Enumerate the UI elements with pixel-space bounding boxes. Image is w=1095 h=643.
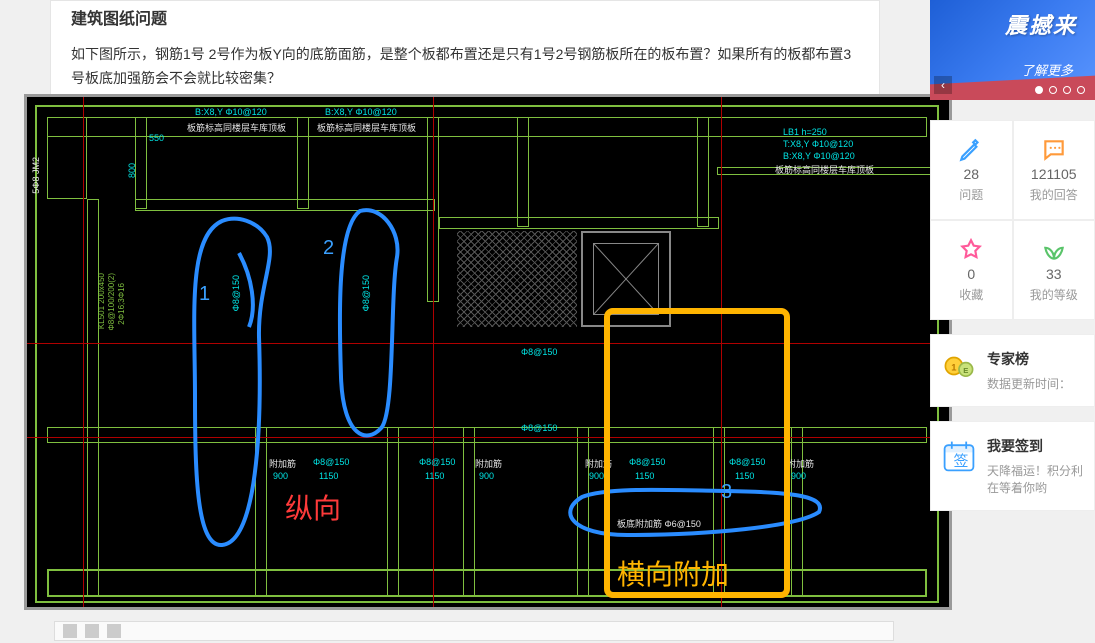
banner-dot[interactable] bbox=[1077, 86, 1085, 94]
sidebar: 震撼来 了解更多 ‹ 28 问题 121105 我的回答 bbox=[930, 0, 1095, 511]
stat-favorites[interactable]: 0 收藏 bbox=[930, 220, 1013, 320]
chat-icon bbox=[1040, 138, 1068, 162]
leaf-icon bbox=[1040, 238, 1068, 262]
stat-level[interactable]: 33 我的等级 bbox=[1013, 220, 1095, 320]
star-icon bbox=[957, 238, 985, 262]
panel-sub: 数据更新时间： bbox=[987, 375, 1071, 392]
banner-dot[interactable] bbox=[1049, 86, 1057, 94]
stat-questions[interactable]: 28 问题 bbox=[930, 120, 1013, 220]
annotation-number: 3 bbox=[721, 481, 732, 504]
annotation-number: 1 bbox=[199, 283, 210, 306]
calendar-char: 签 bbox=[941, 450, 981, 471]
stat-value: 121105 bbox=[1031, 166, 1077, 182]
panel-title: 专家榜 bbox=[987, 349, 1071, 369]
toolbar-icon[interactable] bbox=[85, 624, 99, 638]
question-title: 建筑图纸问题 bbox=[71, 1, 859, 29]
medal-icon: 1 E bbox=[941, 349, 977, 383]
panel-sub: 天降福运！积分利在等着你哟 bbox=[987, 462, 1084, 496]
stat-value: 33 bbox=[1046, 266, 1062, 282]
panel-title: 我要签到 bbox=[987, 436, 1084, 456]
stat-label: 问题 bbox=[959, 186, 983, 203]
stat-grid: 28 问题 121105 我的回答 0 收藏 33 我的等级 bbox=[930, 120, 1095, 320]
annotation-overlay bbox=[27, 97, 949, 607]
blueprint-drawing: B:X8,Y Φ10@120 板筋标高同楼层车库顶板 B:X8,Y Φ10@12… bbox=[24, 94, 952, 610]
stat-label: 我的等级 bbox=[1030, 286, 1078, 303]
banner-dot[interactable] bbox=[1063, 86, 1071, 94]
stat-value: 28 bbox=[963, 166, 979, 182]
signin-panel[interactable]: 签 我要签到 天降福运！积分利在等着你哟 bbox=[930, 421, 1095, 511]
stat-label: 收藏 bbox=[959, 286, 983, 303]
banner-headline: 震撼来 bbox=[1005, 8, 1077, 40]
main-column: 建筑图纸问题 如下图所示，钢筋1号 2号作为板Y向的底筋面筋，是整个板都布置还是… bbox=[0, 0, 930, 107]
toolbar-icon[interactable] bbox=[63, 624, 77, 638]
stat-label: 我的回答 bbox=[1030, 186, 1078, 203]
stat-value: 0 bbox=[967, 266, 975, 282]
banner-dots[interactable] bbox=[1035, 86, 1085, 94]
editor-toolbar[interactable] bbox=[54, 621, 894, 641]
question-description: 如下图所示，钢筋1号 2号作为板Y向的底筋面筋，是整个板都布置还是只有1号2号钢… bbox=[71, 43, 859, 91]
banner-prev-button[interactable]: ‹ bbox=[934, 76, 952, 94]
svg-text:1: 1 bbox=[951, 362, 956, 372]
stat-answers[interactable]: 121105 我的回答 bbox=[1013, 120, 1095, 220]
annotation-horizontal: 横向附加 bbox=[617, 553, 729, 593]
svg-text:E: E bbox=[963, 366, 968, 375]
promo-banner[interactable]: 震撼来 了解更多 ‹ bbox=[930, 0, 1095, 100]
annotation-number: 2 bbox=[323, 237, 334, 260]
pencil-icon bbox=[957, 138, 985, 162]
toolbar-icon[interactable] bbox=[107, 624, 121, 638]
annotation-vertical: 纵向 bbox=[285, 487, 341, 527]
banner-subline: 了解更多 bbox=[1021, 60, 1073, 79]
banner-dot[interactable] bbox=[1035, 86, 1043, 94]
calendar-icon: 签 bbox=[941, 436, 977, 476]
question-card: 建筑图纸问题 如下图所示，钢筋1号 2号作为板Y向的底筋面筋，是整个板都布置还是… bbox=[50, 0, 880, 107]
experts-panel[interactable]: 1 E 专家榜 数据更新时间： bbox=[930, 334, 1095, 407]
